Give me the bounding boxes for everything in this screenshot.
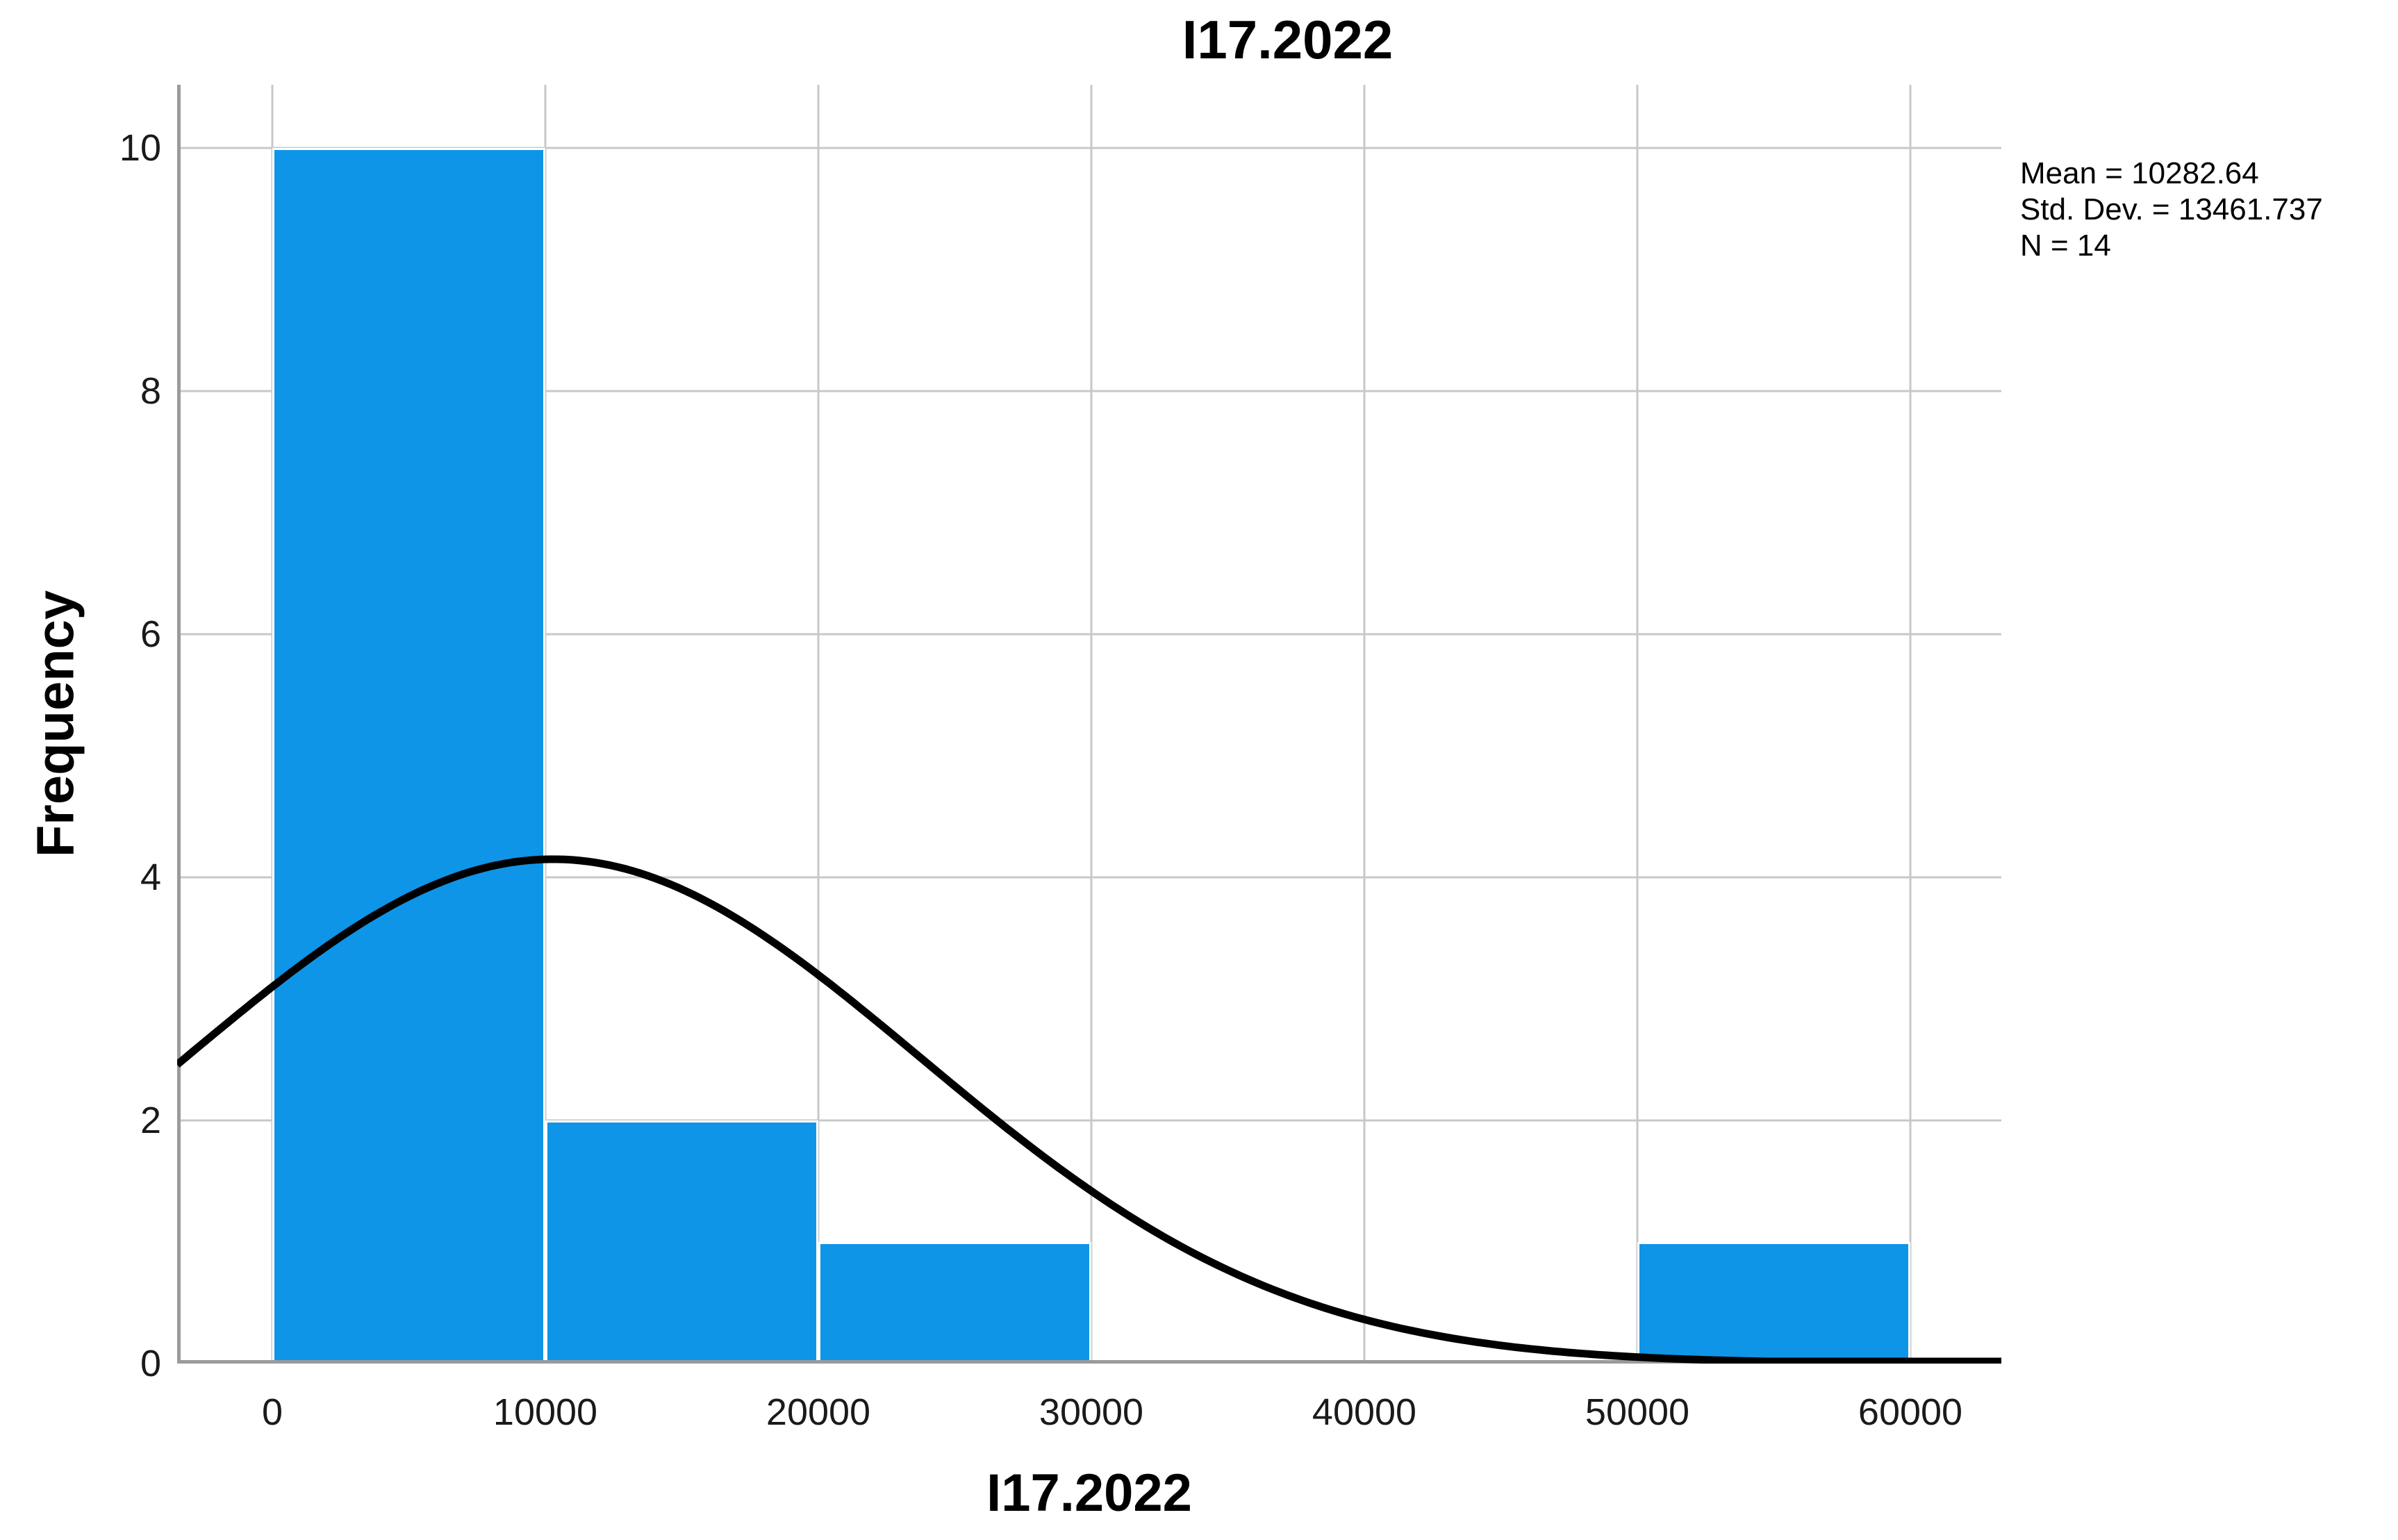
x-tick-label: 30000	[1039, 1391, 1144, 1433]
y-tick-label: 6	[140, 613, 161, 655]
stats-annotation: Mean = 10282.64 Std. Dev. = 13461.737 N …	[2020, 156, 2323, 264]
stats-mean: Mean = 10282.64	[2020, 156, 2259, 190]
stats-n: N = 14	[2020, 229, 2111, 263]
histogram-bar	[272, 148, 545, 1365]
plot-area	[174, 85, 2001, 1366]
chart-title: I17.2022	[1182, 9, 1394, 70]
y-tick-label: 2	[140, 1100, 161, 1141]
histogram-bar	[1637, 1242, 1910, 1365]
y-tick-label: 4	[140, 856, 161, 898]
histogram-bar	[545, 1120, 818, 1365]
x-tick-label: 40000	[1312, 1391, 1417, 1433]
y-axis-title: Frequency	[26, 590, 85, 858]
y-tick-label: 8	[140, 370, 161, 412]
x-tick-label: 20000	[766, 1391, 871, 1433]
x-tick-label: 0	[261, 1391, 283, 1433]
plot-canvas	[174, 85, 2001, 1366]
x-tick-label: 60000	[1858, 1391, 1963, 1433]
histogram-bar	[818, 1242, 1091, 1365]
normal-curve	[174, 855, 2001, 1366]
x-axis-title: I17.2022	[986, 1464, 1192, 1523]
x-tick-label: 10000	[493, 1391, 598, 1433]
stats-std-dev: Std. Dev. = 13461.737	[2020, 192, 2323, 226]
y-tick-label: 0	[140, 1343, 161, 1384]
y-tick-label: 10	[119, 127, 161, 169]
x-tick-label: 50000	[1585, 1391, 1690, 1433]
